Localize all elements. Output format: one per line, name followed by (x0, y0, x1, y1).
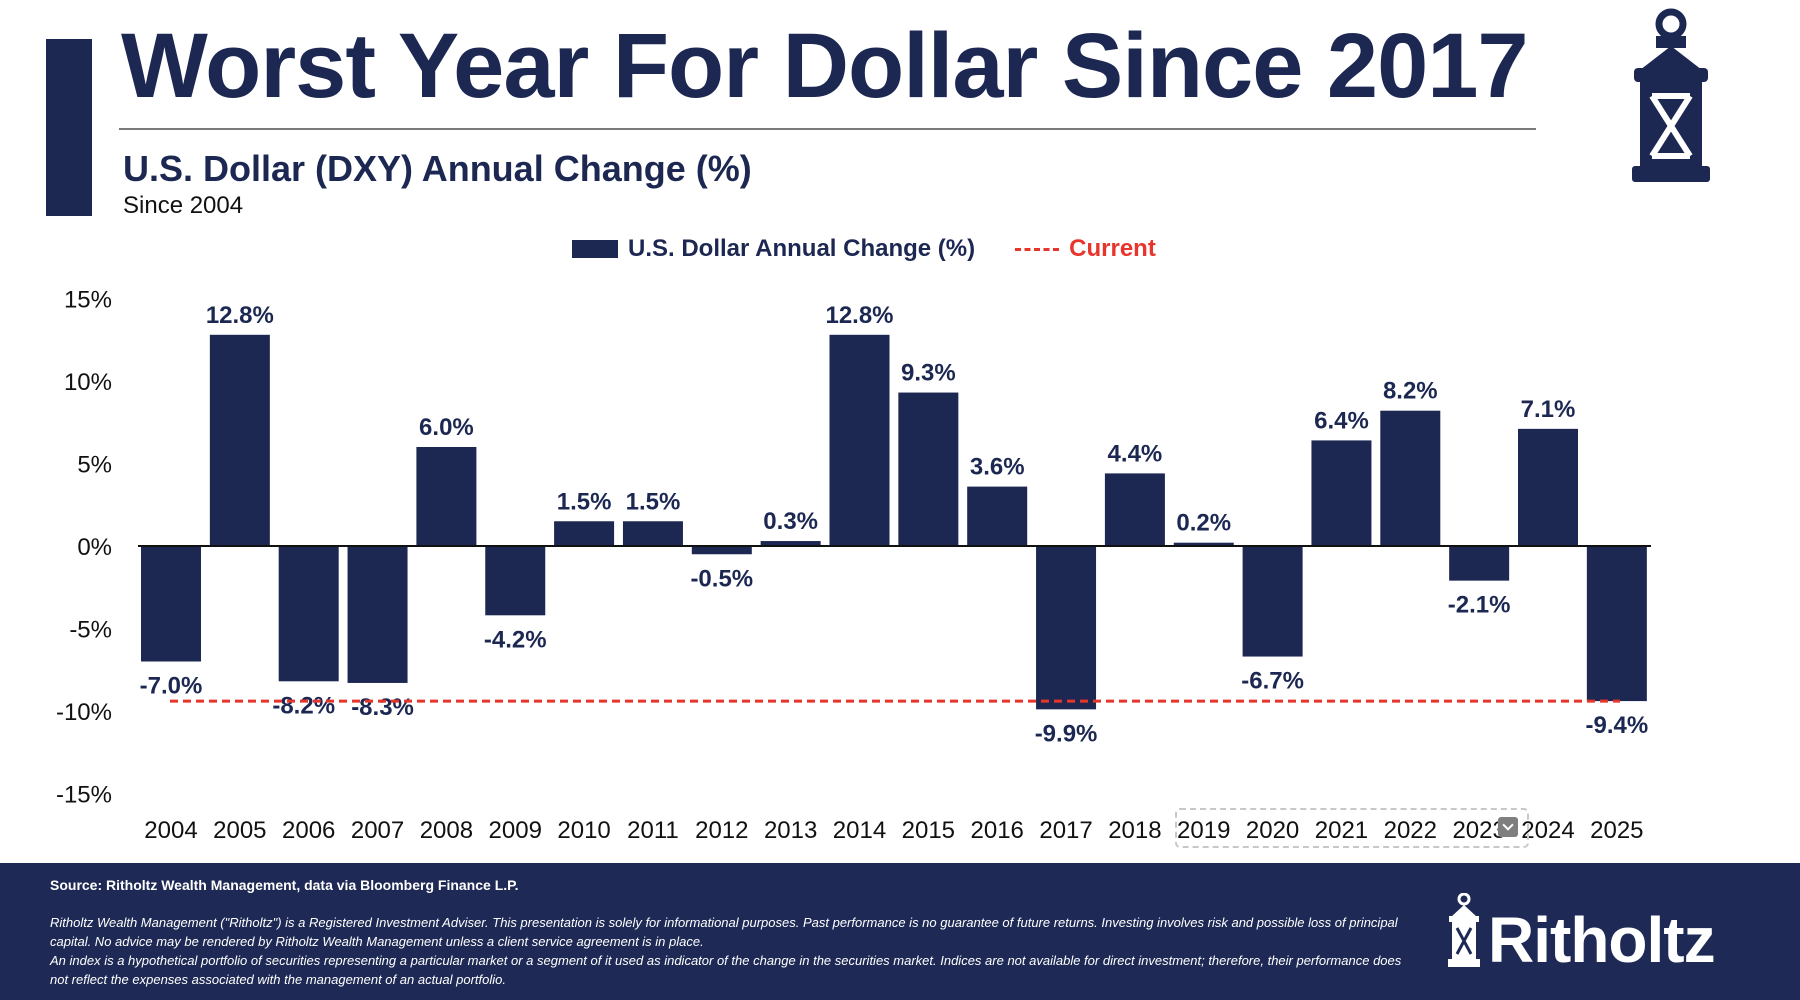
data-label: -9.4% (1585, 712, 1648, 739)
bar-2014 (829, 334, 890, 546)
data-label: 1.5% (626, 488, 681, 515)
bar-2005 (209, 334, 270, 546)
chevron-down-icon[interactable] (1498, 817, 1518, 837)
x-tick-label: 2022 (1384, 817, 1437, 844)
bar-2008 (416, 447, 477, 546)
page-title: Worst Year For Dollar Since 2017 (121, 15, 1529, 117)
disclaimer-text-1: Ritholtz Wealth Management ("Ritholtz") … (50, 915, 1398, 949)
x-tick-label: 2007 (351, 817, 404, 844)
data-label: -8.2% (272, 692, 335, 719)
legend-bar-swatch (572, 240, 618, 258)
accent-bar (46, 39, 92, 216)
x-tick-label: 2004 (144, 817, 197, 844)
bar-2013 (760, 541, 821, 546)
x-tick-label: 2014 (833, 817, 886, 844)
x-tick-label: 2023 (1452, 817, 1505, 844)
legend-line-swatch (1015, 247, 1060, 251)
bar-2012 (691, 546, 752, 555)
bar-2016 (967, 486, 1028, 546)
x-tick-label: 2018 (1108, 817, 1161, 844)
data-label: -7.0% (140, 673, 203, 700)
x-tick-label: 2011 (627, 817, 679, 844)
disclaimer: Ritholtz Wealth Management ("Ritholtz") … (50, 913, 1410, 989)
bar-2019 (1173, 542, 1234, 546)
bar-2021 (1311, 440, 1372, 546)
title-divider (119, 128, 1536, 130)
data-label: -0.5% (690, 565, 753, 592)
y-tick-label: -15% (56, 782, 112, 809)
data-label: -9.9% (1035, 720, 1098, 747)
data-label: 6.0% (419, 414, 474, 441)
bar-2006 (278, 546, 339, 682)
bar-2024 (1518, 428, 1578, 546)
chart-subtitle: U.S. Dollar (DXY) Annual Change (%) (123, 148, 752, 189)
x-tick-label: 2015 (902, 817, 955, 844)
x-tick-label: 2012 (695, 817, 748, 844)
chart-since: Since 2004 (123, 192, 244, 219)
data-label: 8.2% (1383, 378, 1438, 405)
x-tick-label: 2017 (1039, 817, 1092, 844)
source-note: Source: Ritholtz Wealth Management, data… (50, 877, 519, 893)
data-label: 12.8% (825, 302, 893, 329)
legend-line-label: Current (1069, 235, 1156, 262)
x-tick-label: 2008 (420, 817, 473, 844)
bar-2022 (1380, 410, 1441, 546)
data-label: 1.5% (557, 488, 612, 515)
y-tick-label: -5% (69, 617, 112, 644)
legend-bar-label: U.S. Dollar Annual Change (%) (628, 235, 976, 262)
data-label: -6.7% (1241, 668, 1304, 695)
data-label: 9.3% (901, 360, 956, 387)
y-tick-label: 15% (64, 287, 112, 314)
data-label: 0.3% (763, 508, 818, 535)
brand-lantern-icon (1448, 893, 1480, 967)
x-tick-label: 2019 (1177, 817, 1230, 844)
x-tick-label: 2016 (971, 817, 1024, 844)
bar-2009 (485, 546, 546, 616)
data-label: 4.4% (1108, 440, 1163, 467)
x-tick-label: 2010 (557, 817, 610, 844)
x-tick-label: 2006 (282, 817, 335, 844)
brand-logo: Ritholtz (1488, 904, 1716, 976)
disclaimer-text-2: An index is a hypothetical portfolio of … (50, 953, 1402, 987)
data-label: -8.3% (351, 694, 414, 721)
chart-legend: U.S. Dollar Annual Change (%) Current (572, 235, 1156, 263)
bar-2020 (1242, 546, 1303, 657)
bar-2004 (141, 546, 201, 662)
x-tick-label: 2013 (764, 817, 817, 844)
x-tick-label: 2025 (1590, 817, 1643, 844)
bar-2007 (347, 546, 408, 683)
bar-2017 (1036, 546, 1097, 710)
bar-2010 (554, 521, 615, 546)
x-tick-label: 2005 (213, 817, 266, 844)
x-tick-label: 2021 (1315, 817, 1368, 844)
bar-2023 (1449, 546, 1510, 581)
data-label: -2.1% (1448, 592, 1511, 619)
x-tick-label: 2009 (489, 817, 542, 844)
bar-2011 (622, 521, 683, 546)
x-tick-label: 2024 (1521, 817, 1574, 844)
bar-2015 (898, 392, 959, 546)
data-label: 7.1% (1521, 396, 1576, 423)
data-label: -4.2% (484, 626, 547, 653)
lantern-icon (1632, 8, 1710, 182)
y-tick-label: 0% (77, 534, 112, 561)
x-tick-label: 2020 (1246, 817, 1299, 844)
bar-2018 (1104, 473, 1165, 546)
data-label: 12.8% (206, 302, 274, 329)
selection-box (1175, 808, 1529, 848)
y-tick-label: 5% (77, 452, 112, 479)
footer: Source: Ritholtz Wealth Management, data… (0, 863, 1800, 1000)
bar-chart: 15% 10% 5% 0% -5% -10% -15% -7.0% 2004 12.8% 2005 -… (56, 287, 1651, 844)
y-tick-label: -10% (56, 699, 112, 726)
data-label: 3.6% (970, 454, 1025, 481)
bar-2025 (1586, 546, 1647, 702)
y-tick-label: 10% (64, 369, 112, 396)
data-label: 6.4% (1314, 407, 1369, 434)
data-label: 0.2% (1176, 510, 1231, 537)
